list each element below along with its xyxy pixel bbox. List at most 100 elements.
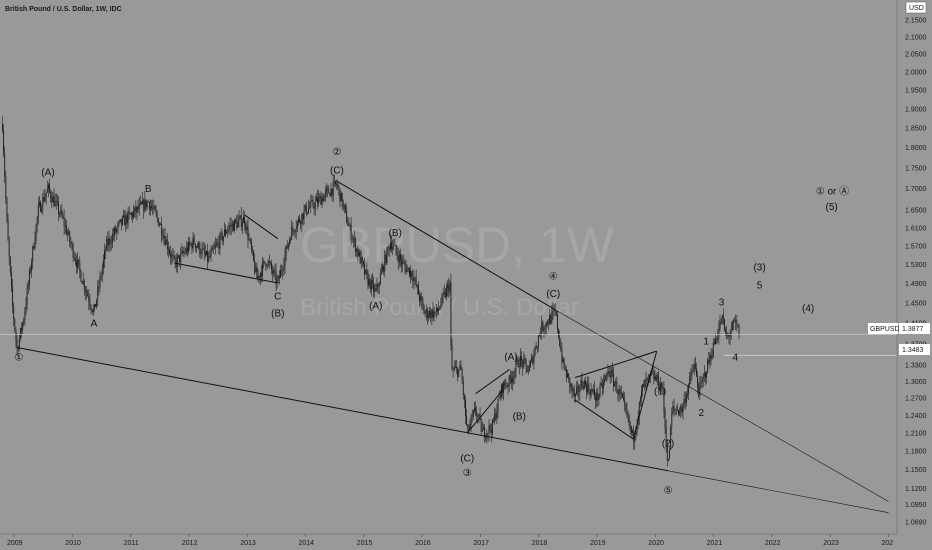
wave-label[interactable]: ④ bbox=[549, 272, 558, 283]
wave-label[interactable]: B bbox=[145, 184, 152, 195]
wave-label[interactable]: C bbox=[274, 292, 281, 303]
chart-title: British Pound / U.S. Dollar, 1W, IDC bbox=[5, 6, 122, 13]
candle bbox=[708, 351, 710, 366]
candle bbox=[674, 408, 676, 416]
time-axis[interactable]: 2009 2010 2011 2012 2013 2014 2015 2016 2017 2018… bbox=[7, 534, 893, 547]
candle bbox=[405, 259, 407, 275]
candle bbox=[36, 215, 38, 233]
candle bbox=[303, 204, 305, 225]
level-price-badge bbox=[899, 344, 930, 355]
candle bbox=[449, 279, 451, 296]
candle bbox=[516, 356, 518, 365]
trendline[interactable] bbox=[555, 309, 889, 502]
wave-label[interactable]: (2) bbox=[662, 439, 674, 450]
candle bbox=[670, 424, 672, 450]
candle bbox=[493, 417, 494, 424]
trendline[interactable] bbox=[574, 350, 657, 379]
wave-label[interactable]: ⑤ bbox=[664, 485, 673, 496]
candle bbox=[339, 187, 341, 208]
candle bbox=[678, 409, 679, 417]
candle bbox=[592, 384, 594, 396]
wave-label[interactable]: (5) bbox=[826, 202, 838, 213]
price-tick-label: 1.9000 bbox=[905, 106, 927, 113]
last-price-symbol-badge bbox=[868, 323, 898, 334]
price-tick-label: 1.0690 bbox=[905, 520, 927, 527]
trendline[interactable] bbox=[667, 470, 889, 513]
candle bbox=[514, 367, 516, 384]
trendline[interactable] bbox=[244, 214, 279, 239]
candle bbox=[332, 174, 334, 203]
candle bbox=[373, 276, 375, 299]
wave-label[interactable]: (A) bbox=[504, 352, 517, 363]
wave-label[interactable]: ① bbox=[14, 352, 23, 363]
candle bbox=[687, 385, 688, 399]
candle bbox=[375, 283, 377, 292]
candle bbox=[109, 236, 111, 251]
candle bbox=[291, 220, 293, 241]
candle bbox=[587, 376, 589, 396]
candle bbox=[116, 226, 118, 241]
candle bbox=[108, 230, 110, 253]
wave-label[interactable]: (C) bbox=[330, 165, 344, 176]
wave-label[interactable]: (B) bbox=[389, 228, 402, 239]
wave-label[interactable]: 1 bbox=[703, 337, 709, 348]
candle bbox=[63, 208, 65, 235]
wave-label[interactable]: (C) bbox=[546, 289, 560, 300]
candle bbox=[410, 265, 412, 284]
trendline[interactable] bbox=[475, 368, 510, 395]
candle bbox=[377, 282, 379, 295]
trendline[interactable] bbox=[574, 399, 634, 440]
candle bbox=[74, 252, 76, 266]
trendline[interactable] bbox=[16, 346, 669, 472]
trendline[interactable] bbox=[466, 390, 503, 434]
candle bbox=[281, 263, 283, 276]
candle bbox=[78, 259, 80, 270]
wave-label[interactable]: 5 bbox=[757, 280, 763, 291]
candle bbox=[347, 216, 349, 227]
candle bbox=[331, 188, 333, 202]
wave-label[interactable]: ① or Ⓐ bbox=[816, 185, 849, 197]
candle bbox=[371, 272, 373, 289]
candle bbox=[248, 233, 250, 242]
wave-label[interactable]: ② bbox=[332, 147, 341, 158]
watermark-description: British Pound / U.S. Dollar bbox=[300, 294, 579, 321]
wave-label[interactable]: (B) bbox=[271, 308, 284, 319]
wave-label[interactable]: 4 bbox=[732, 352, 738, 363]
trendline[interactable] bbox=[336, 180, 556, 311]
wave-label[interactable]: 3 bbox=[719, 298, 725, 309]
candle bbox=[447, 280, 449, 297]
candle bbox=[100, 272, 102, 281]
trendline[interactable] bbox=[632, 351, 658, 440]
candle bbox=[44, 189, 46, 203]
candle bbox=[502, 382, 503, 399]
candle bbox=[417, 281, 419, 296]
candle bbox=[606, 372, 608, 383]
time-tick-label: 2017 bbox=[473, 540, 489, 547]
wave-label[interactable]: (1) bbox=[654, 386, 666, 397]
candle bbox=[271, 259, 272, 275]
candle bbox=[565, 366, 567, 383]
wave-label[interactable]: ③ bbox=[463, 468, 472, 479]
wave-label[interactable]: 2 bbox=[698, 408, 704, 419]
wave-label[interactable]: (3) bbox=[753, 262, 765, 273]
candle bbox=[283, 257, 285, 276]
trendline[interactable] bbox=[174, 262, 278, 284]
wave-label[interactable]: (C) bbox=[460, 453, 474, 464]
candle bbox=[422, 296, 424, 311]
candle bbox=[511, 370, 512, 390]
candle bbox=[211, 245, 213, 252]
candle bbox=[660, 377, 662, 390]
wave-label[interactable]: (A) bbox=[369, 301, 382, 312]
candle bbox=[289, 236, 290, 247]
wave-label[interactable]: A bbox=[91, 319, 98, 330]
wave-label[interactable]: (4) bbox=[802, 303, 814, 314]
candle bbox=[684, 391, 686, 410]
candle bbox=[378, 281, 380, 295]
candle bbox=[161, 216, 163, 243]
candle bbox=[238, 209, 240, 228]
wave-label[interactable]: (B) bbox=[513, 411, 526, 422]
wave-label[interactable]: (A) bbox=[41, 168, 54, 179]
candle bbox=[578, 383, 580, 401]
